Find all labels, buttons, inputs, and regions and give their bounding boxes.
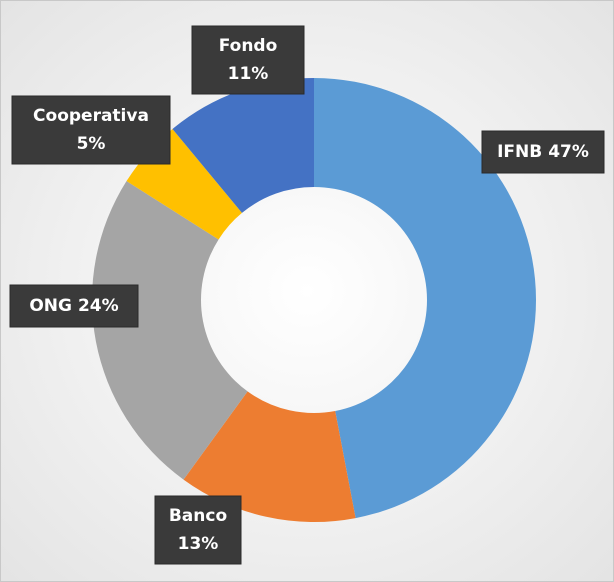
data-label: Fondo 11% — [219, 36, 278, 84]
data-label: ONG 24% — [29, 296, 118, 316]
data-label: Cooperativa 5% — [33, 106, 149, 154]
category-label: Banco — [169, 506, 227, 526]
category-label: Cooperativa — [33, 106, 149, 126]
slice — [183, 391, 356, 522]
label-box — [191, 25, 305, 95]
data-label: IFNB 47% — [497, 142, 589, 162]
value-label: 24% — [78, 296, 119, 316]
slice — [91, 181, 248, 480]
data-label: Banco 13% — [169, 506, 227, 554]
value-label: 5% — [77, 134, 106, 154]
slice — [314, 78, 536, 519]
slice — [172, 78, 314, 213]
value-label: 13% — [178, 534, 219, 554]
category-label: Fondo — [219, 36, 278, 56]
label-box — [11, 95, 171, 165]
category-label: ONG — [29, 296, 72, 316]
label-box — [9, 284, 139, 328]
slices — [91, 78, 536, 522]
value-label: 47% — [548, 142, 589, 162]
labels: IFNB 47% Banco 13% ONG 24% Cooperativa 5% Fondo 1… — [9, 25, 605, 565]
label-box — [154, 495, 242, 565]
label-box — [481, 130, 605, 174]
value-label: 11% — [228, 64, 269, 84]
category-label: IFNB — [497, 142, 542, 162]
